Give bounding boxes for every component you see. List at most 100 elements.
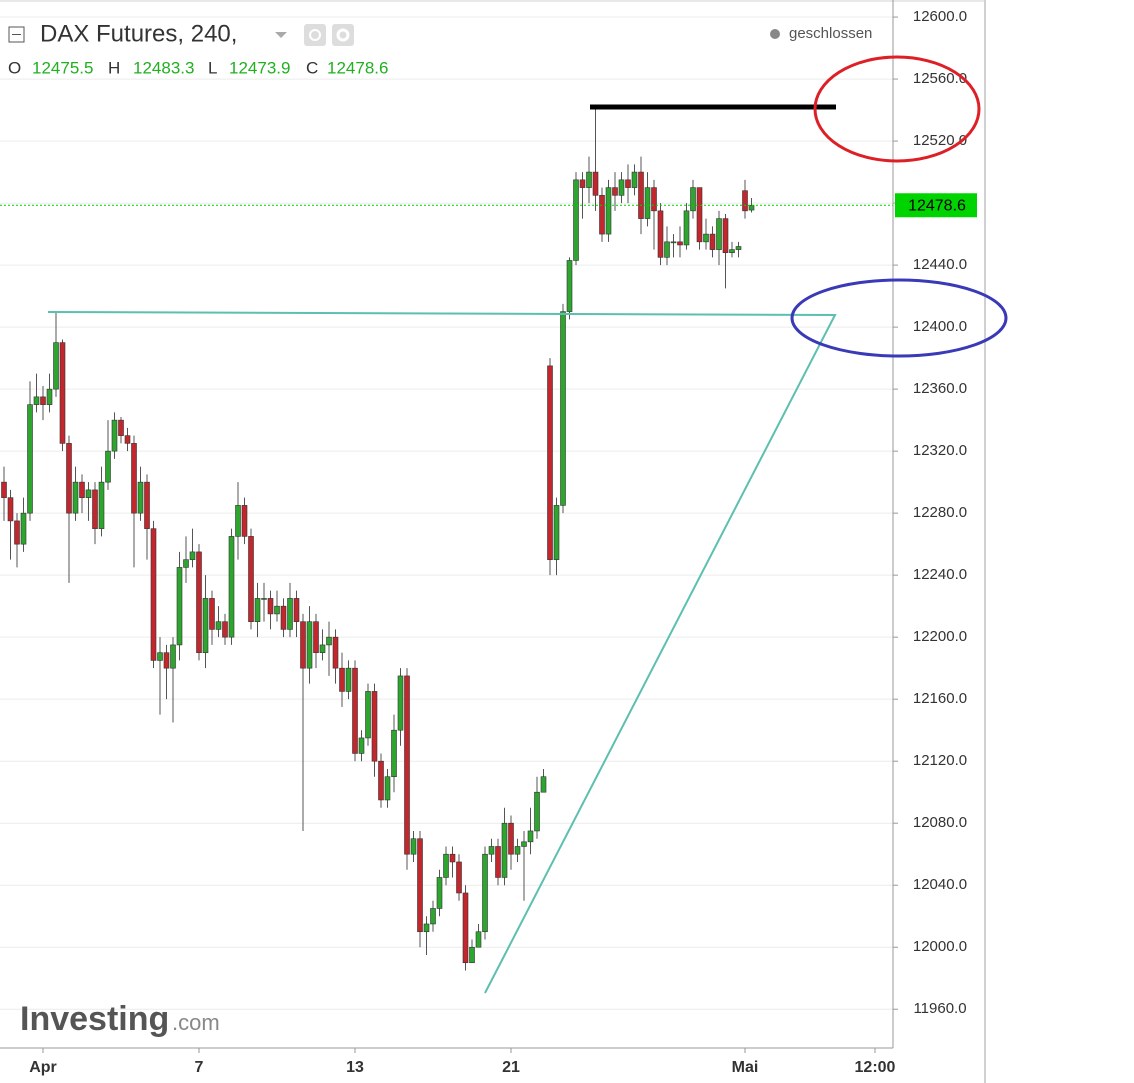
- candle-body: [196, 551, 202, 653]
- candle-body: [254, 598, 261, 622]
- candle-body: [742, 190, 748, 212]
- candle-body: [79, 481, 85, 498]
- candle-body: [625, 179, 631, 188]
- candle-body: [59, 342, 66, 444]
- ohlc-value: 12483.3: [133, 58, 194, 77]
- candle-body: [248, 536, 254, 622]
- candle-body: [40, 396, 46, 405]
- red-circle: [813, 55, 981, 163]
- axes: 11960.0 12000.0 12040.0 12080.0 12120.0 12160…: [29, 8, 977, 1076]
- candle-body: [430, 908, 436, 925]
- candle-body: [690, 187, 696, 212]
- candle-body: [462, 892, 469, 964]
- candle-body: [313, 621, 319, 653]
- candle-body: [339, 667, 345, 692]
- candle-body: [501, 822, 508, 878]
- candle-body: [319, 644, 326, 653]
- settings-button[interactable]: [332, 24, 354, 46]
- candle-body: [72, 481, 79, 514]
- dropdown-arrow[interactable]: [275, 32, 287, 38]
- chart-title: DAX Futures, 240,: [40, 20, 237, 47]
- candle-body: [586, 171, 592, 188]
- candle-body: [579, 179, 586, 188]
- candle-body: [469, 946, 475, 964]
- candle-body: [514, 846, 521, 855]
- visibility-button[interactable]: [304, 24, 326, 46]
- candle-body: [521, 841, 527, 847]
- y-tick-label: 12280.0: [913, 504, 967, 521]
- triangle-drawing: [47, 311, 837, 994]
- candle-body: [365, 691, 371, 739]
- candle-body: [228, 536, 235, 638]
- y-tick-label: 12400.0: [913, 318, 967, 335]
- candle-body: [443, 853, 449, 878]
- candle-body: [638, 171, 644, 219]
- candle-body: [300, 621, 306, 669]
- y-tick-label: 12200.0: [913, 628, 967, 645]
- candle-body: [488, 846, 495, 855]
- ohlc-key: H: [108, 58, 120, 77]
- watermark-suffix: .com: [172, 1010, 220, 1035]
- candle-body: [274, 605, 280, 615]
- ohlc-value: 12473.9: [229, 58, 290, 77]
- candle-body: [27, 404, 33, 514]
- candle-body: [1, 481, 7, 498]
- candles: [0, 105, 893, 971]
- candle-body: [540, 776, 547, 793]
- candle-body: [163, 652, 170, 669]
- candle-body: [449, 853, 456, 863]
- blue-circle: [790, 278, 1008, 358]
- x-tick-label: 21: [502, 1059, 520, 1076]
- gear-icon: [336, 28, 350, 42]
- candle-body: [729, 249, 735, 253]
- candle-body: [696, 187, 703, 243]
- candle-body: [111, 419, 118, 452]
- y-tick-label: 12520.0: [913, 132, 967, 149]
- candle-body: [170, 644, 176, 669]
- candle-body: [235, 505, 241, 537]
- ohlc-value: 12478.6: [327, 58, 388, 77]
- candle-body: [560, 311, 566, 506]
- ohlc-legend: O 12475.5 H 12483.3 L 12473.9 C 12478.6: [8, 58, 388, 77]
- candle-body: [566, 260, 573, 312]
- y-tick-label: 12320.0: [913, 442, 967, 459]
- candle-body: [20, 512, 27, 545]
- candle-body: [716, 218, 722, 250]
- candle-body: [209, 598, 215, 630]
- candle-body: [677, 241, 683, 246]
- y-tick-label: 12080.0: [913, 814, 967, 831]
- candle-body: [495, 846, 501, 878]
- collapse-button[interactable]: [8, 26, 25, 43]
- candle-body: [547, 365, 553, 560]
- last-price-label: 12478.6: [908, 197, 966, 214]
- candle-body: [417, 838, 423, 933]
- candle-body: [423, 923, 430, 933]
- candle-body: [124, 435, 131, 444]
- candle-body: [131, 443, 137, 514]
- candle-body: [391, 729, 397, 777]
- candle-body: [241, 505, 248, 537]
- candle-body: [98, 481, 105, 529]
- candle-body: [202, 598, 209, 653]
- candle-body: [306, 621, 313, 669]
- candle-body: [222, 621, 228, 638]
- candle-body: [267, 598, 274, 615]
- x-tick-label: 7: [195, 1059, 204, 1076]
- candle-body: [748, 204, 755, 211]
- candle-body: [456, 861, 462, 894]
- candle-body: [14, 520, 20, 545]
- market-status: geschlossen: [789, 25, 872, 42]
- y-tick-label: 12160.0: [913, 690, 967, 707]
- candle-body: [118, 419, 124, 436]
- candle-body: [137, 481, 144, 514]
- ohlc-key: L: [208, 58, 217, 77]
- candle-body: [7, 497, 14, 522]
- candle-body: [53, 342, 59, 390]
- candle-body: [631, 171, 638, 188]
- candle-body: [105, 450, 111, 483]
- candle-body: [404, 675, 410, 855]
- candle-body: [508, 822, 514, 855]
- watermark: Investing: [20, 1000, 169, 1038]
- candle-body: [644, 187, 651, 219]
- ohlc-value: 12475.5: [32, 58, 93, 77]
